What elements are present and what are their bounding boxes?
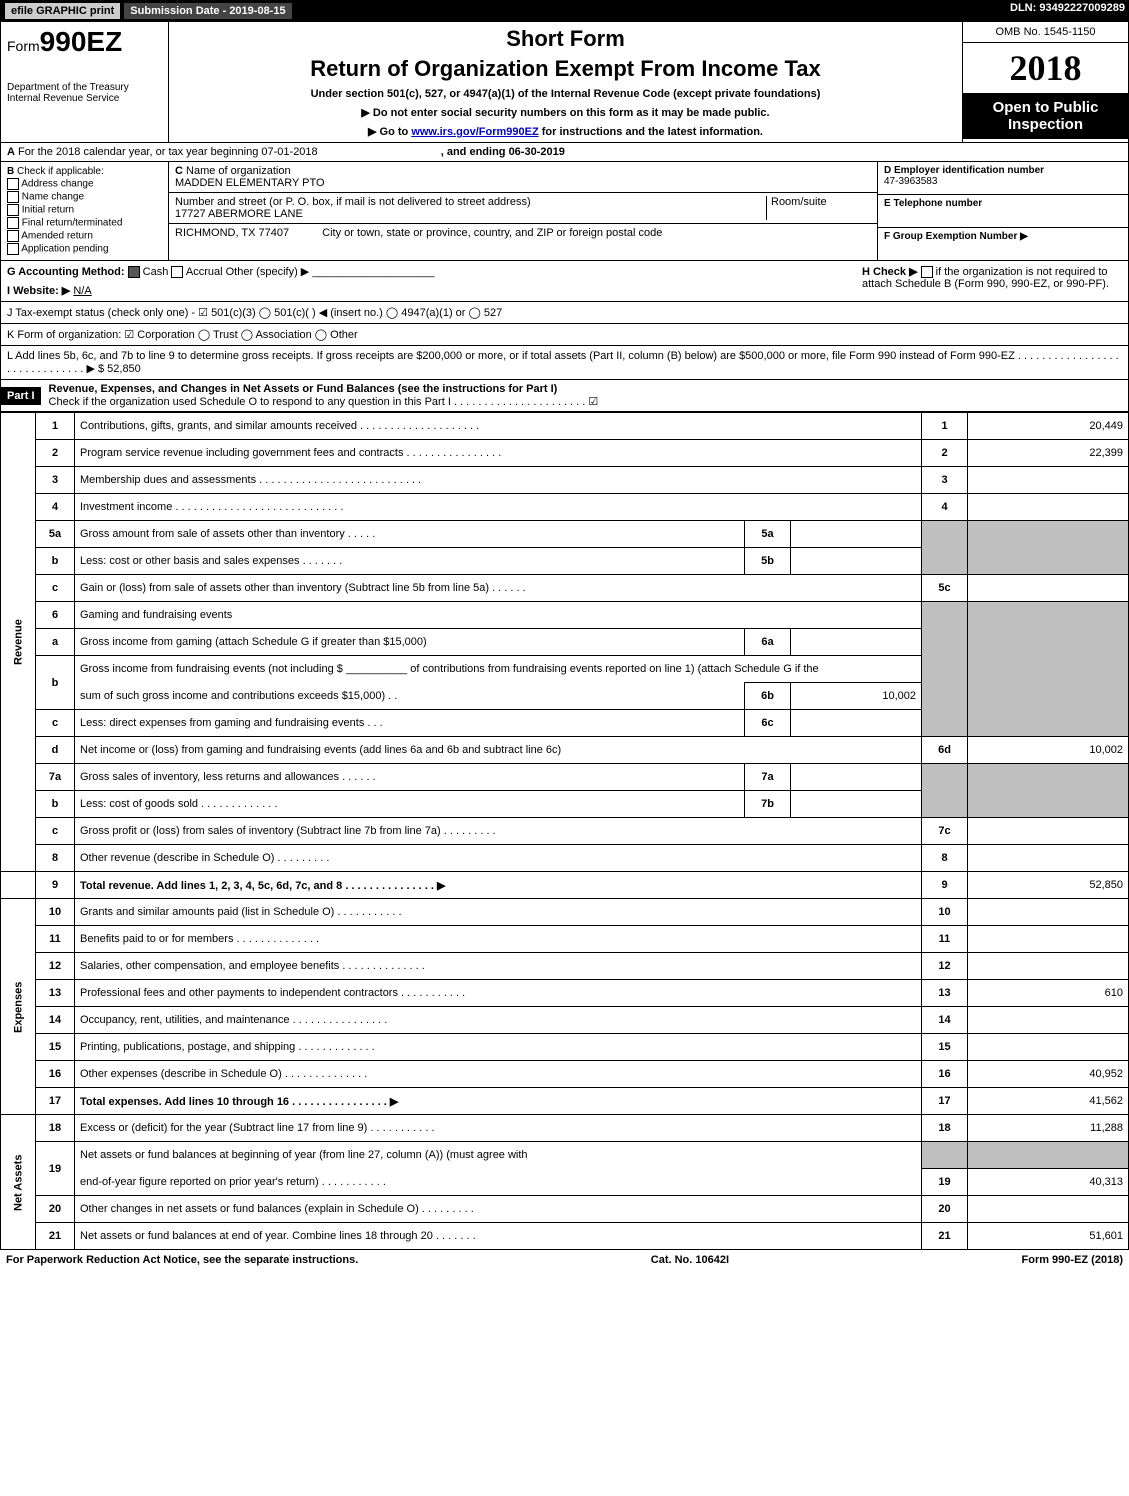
amt-21: 51,601 — [968, 1223, 1129, 1250]
form-ref: Form 990-EZ (2018) — [1022, 1254, 1123, 1266]
part1-table: Revenue 1Contributions, gifts, grants, a… — [0, 412, 1129, 1250]
submission-pill: Submission Date - 2019-08-15 — [123, 2, 292, 20]
short-form-title: Short Form — [177, 26, 954, 52]
return-title: Return of Organization Exempt From Incom… — [177, 56, 954, 82]
omb-number: OMB No. 1545-1150 — [963, 22, 1128, 43]
dept-treasury: Department of the Treasury — [7, 82, 162, 93]
line-a: A For the 2018 calendar year, or tax yea… — [0, 143, 1129, 162]
efile-pill[interactable]: efile GRAPHIC print — [4, 2, 121, 20]
tax-year: 2018 — [963, 43, 1128, 93]
amt-13: 610 — [968, 980, 1129, 1007]
side-expenses: Expenses — [1, 899, 36, 1115]
chk-application-pending[interactable]: Application pending — [7, 243, 162, 255]
subtitle: Under section 501(c), 527, or 4947(a)(1)… — [177, 88, 954, 100]
paperwork-notice: For Paperwork Reduction Act Notice, see … — [6, 1254, 358, 1266]
form-header: Form990EZ Department of the Treasury Int… — [0, 22, 1129, 143]
amt-17: 41,562 — [968, 1088, 1129, 1115]
room-suite-label: Room/suite — [771, 196, 827, 208]
side-revenue: Revenue — [1, 413, 36, 872]
box-b: B Check if applicable: Address change Na… — [1, 162, 169, 260]
box-d: D Employer identification number 47-3963… — [878, 162, 1128, 195]
irs-link[interactable]: www.irs.gov/Form990EZ — [411, 126, 538, 138]
page-footer: For Paperwork Reduction Act Notice, see … — [0, 1250, 1129, 1270]
org-name: MADDEN ELEMENTARY PTO — [175, 177, 325, 189]
amt-6d: 10,002 — [968, 737, 1129, 764]
side-netassets: Net Assets — [1, 1115, 36, 1250]
box-f: F Group Exemption Number ▶ — [878, 228, 1128, 260]
row-g-h: G Accounting Method: Cash Accrual Other … — [0, 261, 1129, 302]
dln: DLN: 93492227009289 — [1010, 2, 1125, 20]
amt-2: 22,399 — [968, 440, 1129, 467]
ein: 47-3963583 — [884, 176, 937, 187]
chk-final-return[interactable]: Final return/terminated — [7, 217, 162, 229]
amt-16: 40,952 — [968, 1061, 1129, 1088]
row-k: K Form of organization: ☑ Corporation ◯ … — [0, 324, 1129, 346]
amt-18: 11,288 — [968, 1115, 1129, 1142]
org-address: 17727 ABERMORE LANE — [175, 208, 303, 220]
chk-name-change[interactable]: Name change — [7, 191, 162, 203]
amt-19: 40,313 — [968, 1169, 1129, 1196]
chk-address-change[interactable]: Address change — [7, 178, 162, 190]
goto-line: ▶ Go to www.irs.gov/Form990EZ for instru… — [177, 125, 954, 138]
amt-9: 52,850 — [968, 872, 1129, 899]
row-l: L Add lines 5b, 6c, and 7b to line 9 to … — [0, 346, 1129, 380]
chk-initial-return[interactable]: Initial return — [7, 204, 162, 216]
amt-1: 20,449 — [968, 413, 1129, 440]
website-value: N/A — [73, 285, 91, 297]
ssn-warning: ▶ Do not enter social security numbers o… — [177, 106, 954, 119]
open-to-public: Open to Public Inspection — [963, 93, 1128, 139]
top-bar: efile GRAPHIC print Submission Date - 20… — [0, 0, 1129, 22]
entity-box: B Check if applicable: Address change Na… — [0, 162, 1129, 261]
box-e: E Telephone number — [878, 195, 1128, 228]
part1-title: Revenue, Expenses, and Changes in Net As… — [49, 383, 558, 395]
form-number: Form990EZ — [7, 26, 162, 58]
box-c: C Name of organization MADDEN ELEMENTARY… — [169, 162, 877, 260]
chk-amended-return[interactable]: Amended return — [7, 230, 162, 242]
irs-label: Internal Revenue Service — [7, 93, 162, 104]
part1-check: Check if the organization used Schedule … — [49, 396, 599, 408]
amt-6b: 10,002 — [791, 683, 922, 710]
part1-label: Part I — [1, 387, 41, 405]
row-j: J Tax-exempt status (check only one) - ☑… — [0, 302, 1129, 324]
org-city: RICHMOND, TX 77407 — [175, 227, 289, 239]
cat-no: Cat. No. 10642I — [651, 1254, 729, 1266]
